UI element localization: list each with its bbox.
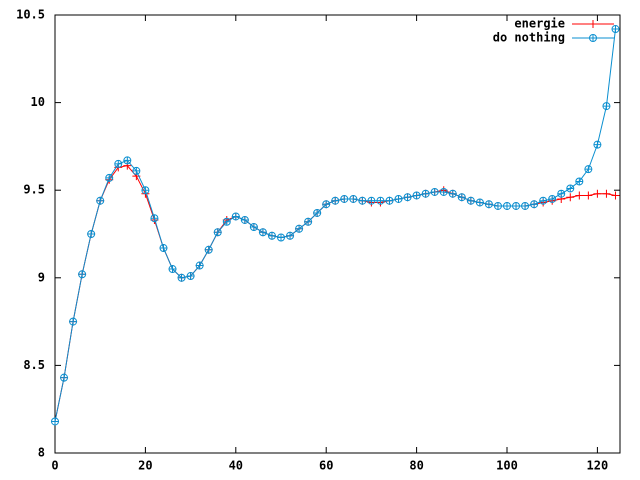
y-tick-label: 9.5 [23,183,45,197]
x-tick-label: 120 [587,459,609,473]
point-cross [593,141,601,149]
point-cross [205,246,213,254]
point [602,189,611,198]
point-cross [169,265,177,273]
x-tick-label: 80 [409,459,423,473]
x-tick-label: 40 [229,459,243,473]
point-cross [214,228,222,236]
point-cross [376,197,384,205]
plot-frame [54,14,621,454]
point-cross [322,200,330,208]
point-cross [150,214,158,222]
point-cross [60,374,68,382]
point-cross [548,195,556,203]
point-cross [114,160,122,168]
point-cross [349,195,357,203]
point-cross [413,191,421,199]
point-cross [404,193,412,201]
point-cross [196,262,204,270]
point-cross [584,165,592,173]
y-tick-label: 8.5 [23,358,45,372]
x-tick-label: 100 [496,459,518,473]
point [589,20,597,28]
point-cross [485,200,493,208]
point-cross [313,209,321,217]
point-cross [69,318,77,326]
point-cross [51,417,59,425]
x-tick-label: 0 [51,459,58,473]
point-cross [159,244,167,252]
point-cross [268,232,276,240]
point-cross [358,197,366,205]
point-cross [611,25,619,33]
point-cross [521,202,529,210]
point-cross [105,174,113,182]
point-cross [476,198,484,206]
series-line [54,28,616,422]
point-cross [178,274,186,282]
x-tick-label: 20 [138,459,152,473]
point-cross [187,272,195,280]
legend-label: do nothing [493,31,565,45]
point-cross [132,167,140,175]
point-cross [395,195,403,203]
point-cross [494,202,502,210]
point-cross [223,218,231,226]
point [575,191,584,200]
point [566,193,575,202]
point-cross [467,197,475,205]
y-tick-label: 10 [31,95,45,109]
point-cross [449,190,457,198]
point-cross [431,188,439,196]
point-cross [87,230,95,238]
point-cross [78,270,86,278]
point-cross [295,225,303,233]
point-cross [575,177,583,185]
point-cross [250,223,258,231]
point-cross [123,156,131,164]
point-cross [557,190,565,198]
point-cross [385,197,393,205]
point-cross [458,193,466,201]
point [611,191,620,200]
point-cross [422,190,430,198]
point [584,191,593,200]
point-cross [141,186,149,194]
point-cross [232,212,240,220]
point-cross [589,34,597,42]
y-tick-label: 8 [38,446,45,460]
point-cross [539,197,547,205]
point-cross [96,197,104,205]
point-cross [367,197,375,205]
point-cross [286,232,294,240]
point [593,189,602,198]
point-cross [566,184,574,192]
point-cross [440,188,448,196]
legend-label: energie [514,17,565,31]
point-cross [602,102,610,110]
point-cross [304,218,312,226]
point-cross [241,216,249,224]
y-tick-label: 10.5 [16,8,45,22]
point-cross [340,195,348,203]
point-cross [530,200,538,208]
point-cross [259,228,267,236]
point-cross [331,197,339,205]
point-cross [503,202,511,210]
point-cross [277,234,285,242]
x-tick-label: 60 [319,459,333,473]
point-cross [512,202,520,210]
y-tick-label: 9 [38,270,45,284]
